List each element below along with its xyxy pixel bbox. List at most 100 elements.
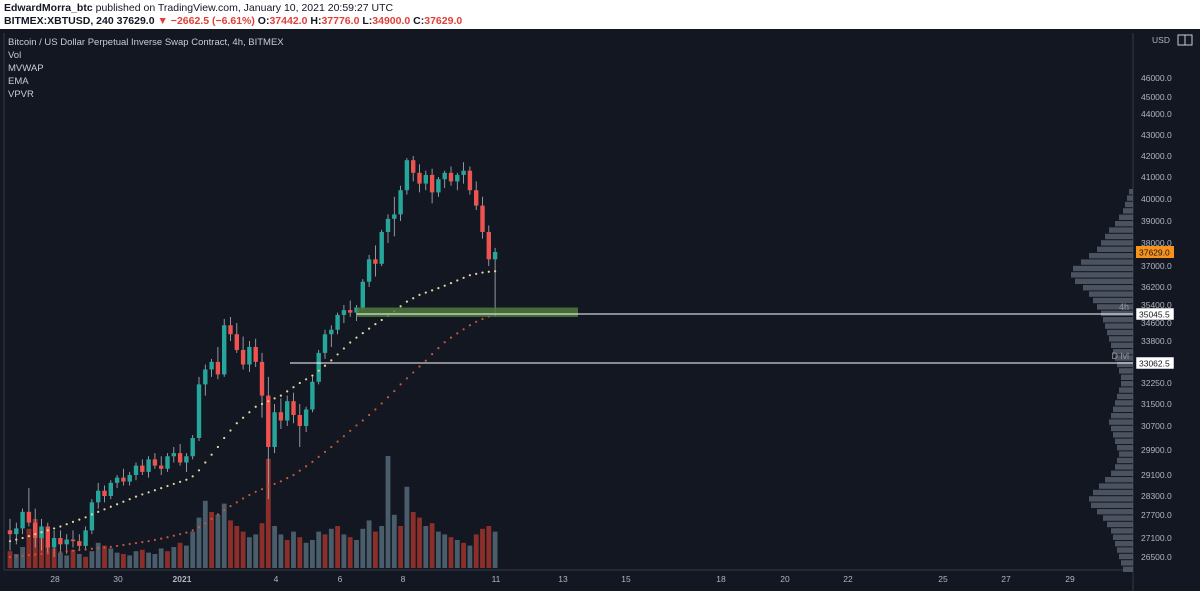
candle-body: [278, 412, 284, 421]
mvwap-point: [179, 533, 182, 536]
low-value: 34900.0: [372, 15, 411, 27]
vpvr-bar: [1129, 189, 1133, 195]
candle-body: [448, 172, 454, 182]
indicator-vol[interactable]: Vol: [8, 50, 22, 61]
candle-body: [26, 511, 32, 523]
ema-point: [368, 327, 371, 330]
ema-point: [53, 527, 56, 530]
volume-bar: [385, 456, 391, 568]
volume-bar: [265, 458, 271, 568]
candle-body: [253, 346, 258, 362]
ema-point: [15, 538, 18, 541]
mvwap-point: [462, 328, 465, 331]
level-price-tag: [1135, 356, 1175, 370]
mvwap-point: [122, 543, 125, 547]
candle-body: [7, 530, 13, 535]
candle-body: [467, 170, 473, 191]
y-tick-label: 32250.0: [1141, 378, 1172, 388]
x-tick-label: 6: [338, 574, 343, 584]
candle-body: [89, 502, 95, 531]
ema-point: [254, 405, 257, 408]
y-tick-label: 27700.0: [1141, 510, 1172, 520]
candle-body: [373, 259, 378, 264]
ema-point: [267, 400, 270, 403]
mvwap-point: [305, 465, 308, 468]
vpvr-bar: [1103, 317, 1133, 323]
mvwap-point: [443, 341, 446, 344]
vpvr-bar: [1101, 240, 1133, 246]
mvwap-point: [116, 544, 119, 548]
volume-bar: [76, 554, 82, 568]
indicator-vpvr[interactable]: VPVR: [8, 89, 34, 100]
vpvr-bar: [1123, 566, 1133, 572]
mvwap-point: [21, 554, 24, 557]
y-tick-label: 27100.0: [1141, 533, 1172, 543]
candle-body: [33, 522, 38, 538]
candle-body: [259, 361, 265, 396]
volume-bar: [20, 547, 25, 568]
mvwap-point: [449, 336, 453, 339]
volume-bar: [423, 526, 429, 568]
vpvr-bar: [1117, 393, 1133, 400]
candle-body: [348, 310, 353, 313]
ema-point: [468, 274, 471, 277]
ema-point: [405, 300, 408, 303]
indicator-mvwap[interactable]: MVWAP: [8, 63, 44, 74]
vpvr-bar: [1113, 349, 1133, 355]
ema-point: [191, 475, 194, 478]
volume-bar: [64, 555, 70, 568]
mvwap-point: [71, 549, 75, 552]
x-tick-label: 20: [780, 574, 790, 584]
ema-point: [153, 489, 156, 492]
mvwap-point: [153, 538, 156, 541]
mvwap-point: [374, 408, 377, 411]
volume-bar: [328, 528, 334, 568]
volume-bar: [253, 534, 259, 568]
vpvr-bar: [1111, 342, 1133, 348]
x-tick-label: 11: [492, 574, 501, 584]
mvwap-point: [128, 542, 131, 546]
mvwap-point: [342, 435, 345, 438]
candle-body: [322, 334, 328, 353]
volume-bar: [335, 526, 340, 568]
chart-area[interactable]: 4h 35045.5 D lvl 33062.5 46000.0 45000.0 44000…: [0, 29, 1200, 591]
high-label: H:: [310, 15, 322, 27]
author-name[interactable]: EdwardMorra_btc: [4, 2, 93, 14]
ema-point: [197, 469, 201, 472]
vpvr-bar: [1125, 201, 1133, 208]
mvwap-point: [380, 402, 383, 405]
candle-body: [335, 314, 340, 330]
screen-layout-icon[interactable]: [1176, 33, 1196, 47]
candle-body: [196, 384, 202, 438]
volume-bar: [45, 545, 51, 568]
ema-point: [317, 369, 320, 372]
ema-point: [481, 271, 484, 274]
open-label: O:: [257, 15, 270, 27]
ema-point: [97, 510, 100, 513]
candle-body: [20, 511, 25, 529]
ema-point: [374, 323, 377, 326]
volume-bar: [310, 540, 315, 568]
volume-bar: [95, 542, 101, 568]
ema-point: [185, 478, 188, 481]
x-tick-label: 18: [716, 574, 726, 584]
mvwap-point: [248, 493, 251, 497]
candle-body: [297, 415, 302, 426]
volume-bar: [247, 537, 252, 568]
level-price-text: 35045.5: [1139, 310, 1170, 320]
mvwap-point: [242, 497, 245, 500]
candle-body: [398, 190, 403, 215]
mvwap-point: [134, 541, 138, 545]
volume-bar: [114, 552, 120, 568]
indicator-ema[interactable]: EMA: [8, 76, 29, 87]
volume-bar: [373, 531, 378, 568]
volume-bar: [51, 548, 57, 568]
ema-point: [361, 332, 364, 335]
ema-point: [141, 493, 144, 496]
volume-bar: [26, 528, 32, 568]
candle-body: [70, 539, 76, 542]
ema-point: [437, 287, 440, 290]
vpvr-bar: [1113, 534, 1133, 540]
ema-point: [298, 381, 301, 385]
